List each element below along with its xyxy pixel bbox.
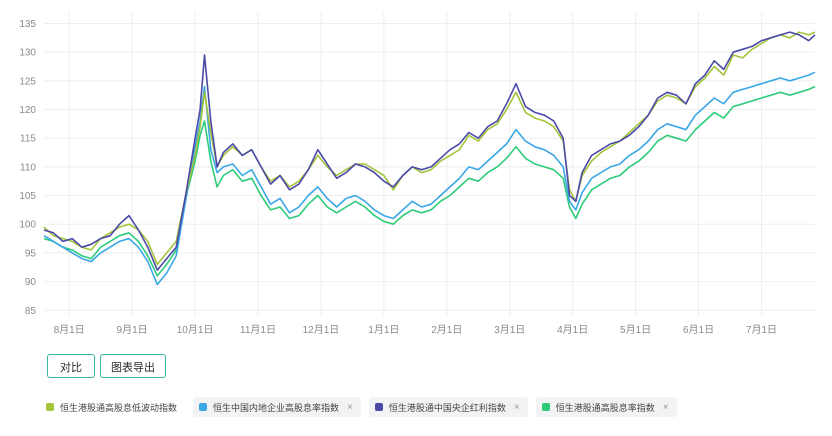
legend-swatch-icon bbox=[374, 403, 383, 411]
y-tick-label: 100 bbox=[19, 220, 36, 231]
y-tick-label: 115 bbox=[20, 134, 36, 145]
y-axis-ticks: 85 90 95 100 105 110 115 120 125 130 135 bbox=[19, 19, 36, 317]
series-line bbox=[43, 85, 816, 277]
chart-legend: 恒生港股通高股息低波动指数 恒生中国内地企业高股息率指数 × 恒生港股通中国央企… bbox=[40, 397, 677, 417]
legend-swatch-icon bbox=[46, 403, 54, 411]
legend-item[interactable]: 恒生中国内地企业高股息率指数 × bbox=[193, 397, 361, 417]
legend-label: 恒生港股通高股息低波动指数 bbox=[60, 402, 178, 413]
legend-swatch-icon bbox=[199, 403, 208, 411]
legend-label: 恒生港股通高股息率指数 bbox=[555, 402, 655, 413]
export-chart-button[interactable]: 图表导出 bbox=[100, 354, 166, 378]
x-tick-label: 6月1日 bbox=[683, 324, 714, 336]
index-line-chart: 85 90 95 100 105 110 115 120 125 130 135 8月1日 9月1日 1… bbox=[19, 12, 816, 336]
y-tick-label: 110 bbox=[20, 162, 36, 173]
legend-item[interactable]: 恒生港股通高股息率指数 × bbox=[535, 397, 677, 417]
x-tick-label: 1月1日 bbox=[368, 324, 399, 336]
legend-label: 恒生中国内地企业高股息率指数 bbox=[213, 402, 340, 413]
series-line bbox=[43, 71, 816, 286]
compare-button[interactable]: 对比 bbox=[47, 354, 95, 378]
x-tick-label: 9月1日 bbox=[117, 324, 148, 336]
close-icon[interactable]: × bbox=[513, 401, 520, 413]
x-tick-label: 5月1日 bbox=[620, 324, 651, 336]
y-tick-label: 95 bbox=[25, 248, 37, 259]
x-axis-ticks: 8月1日 9月1日 10月1日 11月1日 12月1日 1月1日 2月1日 3月1日 4月1日 5… bbox=[54, 324, 777, 336]
x-tick-label: 10月1日 bbox=[177, 324, 214, 336]
legend-item[interactable]: 恒生港股通中国央企红利指数 × bbox=[368, 397, 528, 417]
y-tick-label: 135 bbox=[19, 19, 36, 30]
x-tick-label: 7月1日 bbox=[746, 324, 777, 336]
y-tick-label: 85 bbox=[25, 306, 37, 317]
x-tick-label: 12月1日 bbox=[303, 324, 340, 336]
chart-gridlines bbox=[44, 12, 815, 316]
series-line bbox=[43, 31, 816, 271]
x-tick-label: 2月1日 bbox=[431, 324, 462, 336]
x-tick-label: 3月1日 bbox=[494, 324, 525, 336]
chart-series bbox=[43, 31, 816, 286]
y-tick-label: 130 bbox=[19, 48, 36, 59]
y-tick-label: 125 bbox=[19, 76, 36, 87]
close-icon[interactable]: × bbox=[662, 401, 669, 413]
legend-swatch-icon bbox=[541, 403, 550, 411]
close-icon[interactable]: × bbox=[347, 401, 353, 413]
y-tick-label: 120 bbox=[19, 105, 36, 116]
x-tick-label: 4月1日 bbox=[557, 324, 588, 336]
legend-label: 恒生港股通中国央企红利指数 bbox=[388, 402, 506, 413]
x-tick-label: 11月1日 bbox=[240, 324, 276, 336]
y-tick-label: 105 bbox=[19, 191, 36, 202]
legend-item[interactable]: 恒生港股通高股息低波动指数 bbox=[40, 397, 185, 417]
y-tick-label: 90 bbox=[25, 277, 37, 288]
series-line bbox=[43, 31, 816, 266]
x-tick-label: 8月1日 bbox=[54, 324, 85, 336]
